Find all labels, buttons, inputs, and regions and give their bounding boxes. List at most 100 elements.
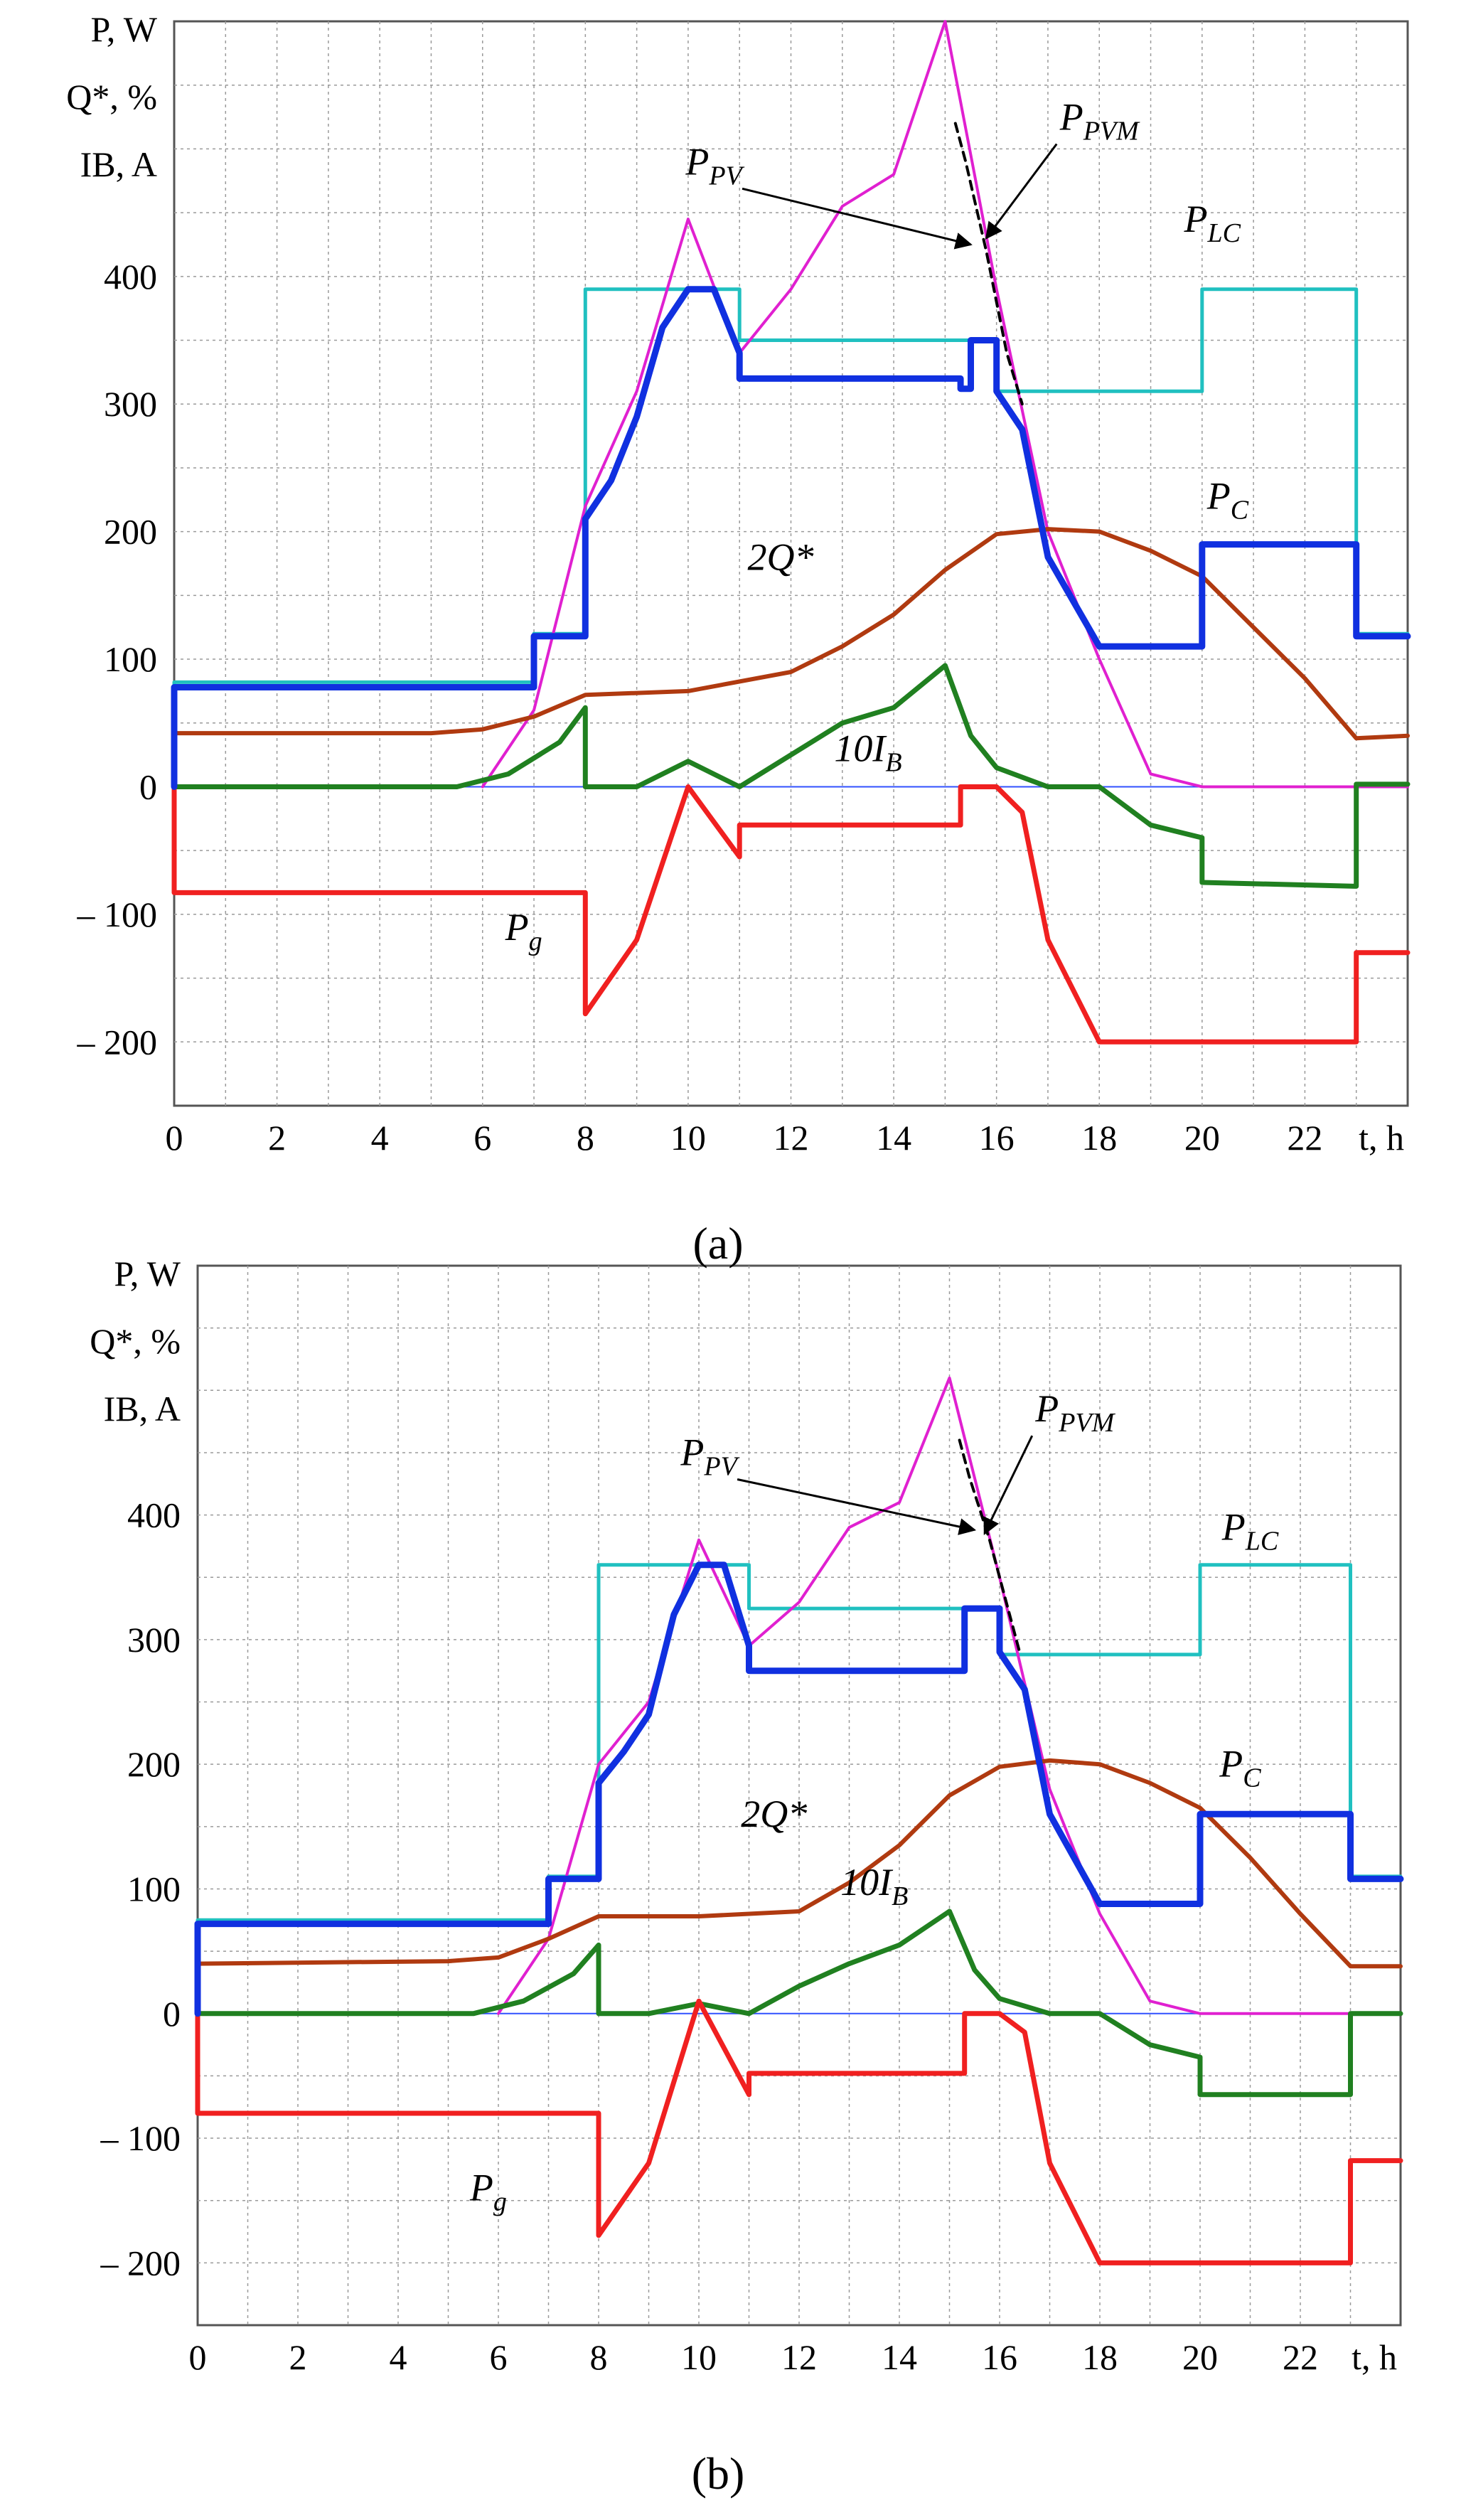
x-axis-label: t, h xyxy=(1352,2337,1397,2377)
x-tick-label: 22 xyxy=(1283,2337,1318,2377)
annotation-subscript: C xyxy=(1243,1763,1261,1793)
x-tick-label: 14 xyxy=(876,1118,911,1158)
y-tick-label: 400 xyxy=(127,1495,181,1535)
annotation-subscript: PV xyxy=(708,161,744,191)
annotation-arrow-PPVM xyxy=(985,143,1058,240)
annotation-PPVM: PPVM xyxy=(1034,1387,1115,1438)
y-axis-label-line: Q*, % xyxy=(90,1321,181,1361)
y-tick-label: – 100 xyxy=(100,2118,181,2158)
y-axis-label-line: IB, A xyxy=(80,144,157,184)
annotation-text: P xyxy=(505,906,529,949)
x-tick-label: 10 xyxy=(681,2337,717,2377)
annotation-PC: PC xyxy=(1206,474,1249,525)
y-axis-label-line: Q*, % xyxy=(66,77,157,117)
x-tick-label: 4 xyxy=(371,1118,389,1158)
series-line-IB xyxy=(171,663,1411,889)
series-line-Pg xyxy=(195,1998,1403,2265)
x-tick-label: 6 xyxy=(490,2337,508,2377)
annotation-subscript: PV xyxy=(703,1451,739,1481)
annotation-subscript: PVM xyxy=(1083,117,1140,146)
annotation-IB: 10IB xyxy=(834,727,901,778)
y-axis-label-line: IB, A xyxy=(104,1389,181,1429)
annotation-Pg: Pg xyxy=(469,2167,507,2217)
annotation-arrow-PPV xyxy=(737,1478,977,1535)
annotation-subscript: C xyxy=(1231,495,1249,525)
x-tick-label: 0 xyxy=(189,2337,207,2377)
y-axis-label-line: P, W xyxy=(114,1254,181,1293)
annotation-text: P xyxy=(1219,1743,1243,1785)
x-axis-label: t, h xyxy=(1359,1118,1404,1158)
y-axis-label-line: P, W xyxy=(90,9,157,49)
x-tick-label: 16 xyxy=(982,2337,1017,2377)
annotation-subscript: LC xyxy=(1245,1527,1279,1557)
annotation-subscript: g xyxy=(529,927,542,956)
annotation-Q: 2Q* xyxy=(741,1793,807,1835)
annotation-text: P xyxy=(1221,1506,1246,1549)
y-tick-label: 300 xyxy=(104,384,157,424)
series-line-Q xyxy=(172,527,1410,741)
y-tick-label: 400 xyxy=(104,257,157,297)
y-tick-label: – 200 xyxy=(100,2243,181,2283)
series-line-PPVM xyxy=(958,1438,1022,1654)
series-line-PPVM xyxy=(953,122,1024,406)
series-line-PPV xyxy=(481,20,1409,789)
annotation-PPV: PPV xyxy=(685,140,744,191)
panel-label-b: (b) xyxy=(692,2448,745,2499)
annotation-PLC: PLC xyxy=(1184,198,1241,248)
x-tick-label: 2 xyxy=(268,1118,286,1158)
y-tick-label: 0 xyxy=(139,767,157,806)
annotation-text: P xyxy=(680,1431,704,1473)
x-tick-label: 20 xyxy=(1182,2337,1218,2377)
series-line-PC xyxy=(194,1561,1404,2017)
x-tick-label: 10 xyxy=(670,1118,706,1158)
annotation-text: 10I xyxy=(840,1861,894,1904)
annotation-subscript: B xyxy=(885,748,901,778)
x-tick-label: 12 xyxy=(781,2337,817,2377)
series-line-Q xyxy=(196,1758,1403,1969)
annotation-arrow-PPV xyxy=(742,187,973,250)
x-tick-label: 2 xyxy=(289,2337,307,2377)
x-tick-label: 8 xyxy=(577,1118,594,1158)
series-line-PC xyxy=(171,286,1411,790)
x-tick-label: 18 xyxy=(1082,2337,1118,2377)
annotation-PC: PC xyxy=(1219,1743,1261,1793)
annotation-IB: 10IB xyxy=(840,1861,908,1911)
annotation-PPV: PPV xyxy=(680,1431,739,1481)
x-tick-label: 6 xyxy=(473,1118,491,1158)
annotation-text: P xyxy=(685,140,709,183)
panel-label-a: (a) xyxy=(692,1218,743,1269)
series-line-Pg xyxy=(171,784,1411,1045)
series-line-IB xyxy=(195,1908,1403,2098)
x-tick-label: 18 xyxy=(1081,1118,1117,1158)
x-tick-label: 14 xyxy=(882,2337,917,2377)
annotation-text: 2Q* xyxy=(741,1793,807,1835)
x-tick-label: 22 xyxy=(1287,1118,1322,1158)
y-tick-label: – 200 xyxy=(77,1022,158,1062)
x-tick-label: 0 xyxy=(166,1118,183,1158)
x-tick-label: 16 xyxy=(979,1118,1015,1158)
annotation-PLC: PLC xyxy=(1221,1506,1279,1557)
plot-area xyxy=(196,1264,1402,2327)
y-tick-label: 200 xyxy=(104,512,157,552)
annotation-subscript: PVM xyxy=(1058,1408,1115,1438)
y-tick-label: 100 xyxy=(127,1869,181,1908)
y-tick-label: 200 xyxy=(127,1744,181,1784)
annotation-subscript: LC xyxy=(1207,218,1241,248)
x-tick-label: 12 xyxy=(774,1118,809,1158)
annotation-text: P xyxy=(1206,474,1231,517)
annotation-text: P xyxy=(1034,1387,1059,1430)
annotation-subscript: B xyxy=(892,1881,908,1911)
chart-panel-b: 400 300 200 100 0 – 100 – 200 0 2 4 6 8 10 12 14 16 18 20… xyxy=(90,1254,1404,2377)
y-tick-label: 100 xyxy=(104,639,157,679)
x-tick-label: 8 xyxy=(590,2337,608,2377)
y-tick-label: 0 xyxy=(163,1994,181,2034)
annotation-text: P xyxy=(1059,96,1083,139)
annotation-text: 10I xyxy=(834,727,887,770)
annotation-PPVM: PPVM xyxy=(1059,96,1140,146)
annotation-arrow-PPVM xyxy=(983,1435,1034,1536)
x-tick-label: 20 xyxy=(1184,1118,1220,1158)
annotation-text: 2Q* xyxy=(748,535,814,578)
annotation-text: P xyxy=(469,2167,493,2209)
annotation-Pg: Pg xyxy=(505,906,542,956)
annotation-Q: 2Q* xyxy=(748,535,814,578)
